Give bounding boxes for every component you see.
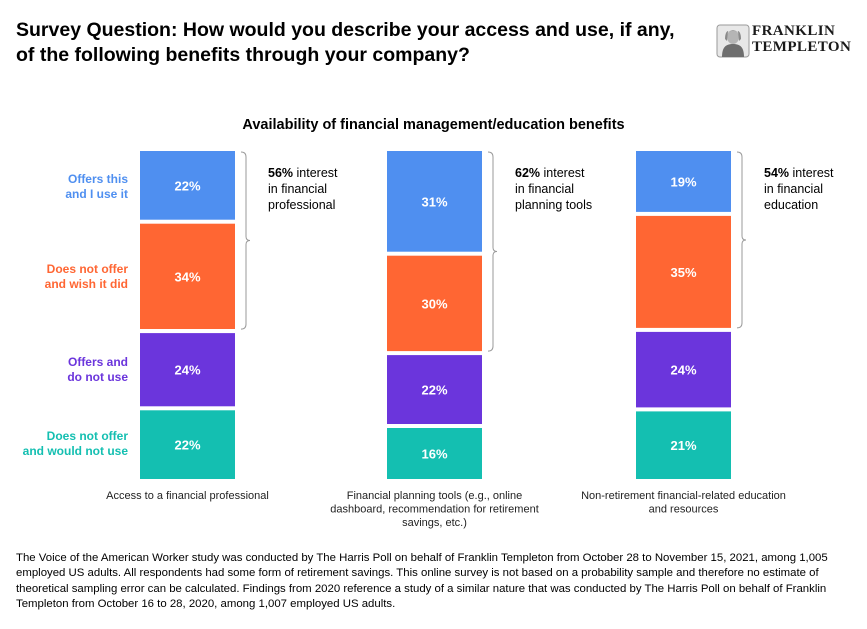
bar-value-label-2-4: 16%	[421, 447, 447, 462]
bar-value-label-2-2: 30%	[421, 296, 447, 311]
page-title: Survey Question: How would you describe …	[16, 18, 716, 68]
annotation-bracket-1	[240, 151, 251, 330]
bar-value-label-1-3: 24%	[174, 363, 200, 378]
bar-segment-2-4	[387, 428, 482, 479]
footnote-line-4: Templeton from October 16 to 28, 2020, a…	[16, 597, 396, 610]
bar-value-label-1-4: 22%	[174, 438, 200, 453]
footnote: The Voice of the American Worker study w…	[16, 551, 854, 612]
legend-label-1-line-2: and I use it	[65, 187, 128, 201]
legend-label-2-line-2: and wish it did	[45, 277, 128, 291]
bar-segment-3-3	[636, 331, 731, 408]
legend-label-4-line-2: and would not use	[23, 444, 129, 458]
category-label-2-line-2: dashboard, recommendation for retirement	[330, 504, 539, 516]
bar-value-label-3-4: 21%	[670, 438, 696, 453]
bar-value-label-3-3: 24%	[670, 363, 696, 378]
category-label-1-line-1: Access to a financial professional	[106, 490, 269, 502]
annotation-text-3-line-3: education	[764, 198, 818, 212]
bar-segment-3-2	[636, 215, 731, 328]
annotation-bracket-2	[487, 151, 498, 352]
bar-value-label-2-3: 22%	[421, 383, 447, 398]
bar-segment-3-1	[636, 151, 731, 212]
annotation-text-3-line-2: in financial	[764, 182, 823, 196]
bar-segment-3-4	[636, 411, 731, 479]
annotation-text-2-line-1: 62% interest	[515, 166, 585, 180]
category-label-2-line-3: savings, etc.)	[402, 517, 467, 529]
legend-label-2-line-1: Does not offer	[47, 262, 129, 276]
category-label-3-line-2: and resources	[649, 504, 719, 516]
bar-segment-1-2	[140, 223, 235, 329]
bar-segment-1-4	[140, 410, 235, 479]
bar-segment-1-1	[140, 151, 235, 220]
stacked-bar-chart: 22% 34% 24% 22% 31% 30% 22% 16% 19% 35% 24% 21% Offe…	[23, 151, 834, 529]
chart-title: Availability of financial management/edu…	[242, 117, 625, 133]
logo-text-franklin: FRANKLIN	[752, 23, 836, 39]
annotation-text-3-line-1: 54% interest	[764, 166, 834, 180]
bar-value-label-1-1: 22%	[174, 178, 200, 193]
franklin-portrait-seal-icon	[716, 24, 750, 58]
category-label-2-line-1: Financial planning tools (e.g., online	[347, 490, 523, 502]
footnote-line-3: theoretical sampling error can be calcul…	[16, 582, 827, 595]
footnote-line-1: The Voice of the American Worker study w…	[16, 552, 828, 564]
legend-label-1-line-1: Offers this	[68, 172, 128, 186]
bar-segment-2-1	[387, 151, 482, 252]
annotation-bracket-3	[736, 151, 747, 329]
bar-segment-1-3	[140, 333, 235, 407]
legend-label-4-line-1: Does not offer	[47, 429, 129, 443]
bar-value-label-2-1: 31%	[421, 194, 447, 209]
annotation-text-2-line-2: in financial	[515, 182, 574, 196]
logo-text-templeton: TEMPLETON	[752, 38, 852, 55]
bar-segment-2-2	[387, 255, 482, 352]
annotation-text-1-line-1: 56% interest	[268, 166, 338, 180]
bar-value-label-3-2: 35%	[670, 265, 696, 280]
legend-label-3-line-1: Offers and	[68, 355, 128, 369]
footnote-line-2: employed US adults. All respondents had …	[16, 567, 819, 580]
legend-label-3-line-2: do not use	[67, 370, 128, 384]
bar-value-label-3-1: 19%	[670, 175, 696, 190]
page-title-line-2: of the following benefits through your c…	[16, 44, 470, 66]
annotation-text-1-line-2: in financial	[268, 182, 327, 196]
bar-value-label-1-2: 34%	[174, 269, 200, 284]
franklin-templeton-logo: FRANKLIN TEMPLETON	[716, 23, 856, 59]
category-label-3-line-1: Non-retirement financial-related educati…	[581, 490, 786, 502]
page-title-line-1: Survey Question: How would you describe …	[16, 19, 675, 41]
annotation-text-1-line-3: professional	[268, 198, 335, 212]
bar-segment-2-3	[387, 355, 482, 424]
annotation-text-2-line-3: planning tools	[515, 198, 592, 212]
